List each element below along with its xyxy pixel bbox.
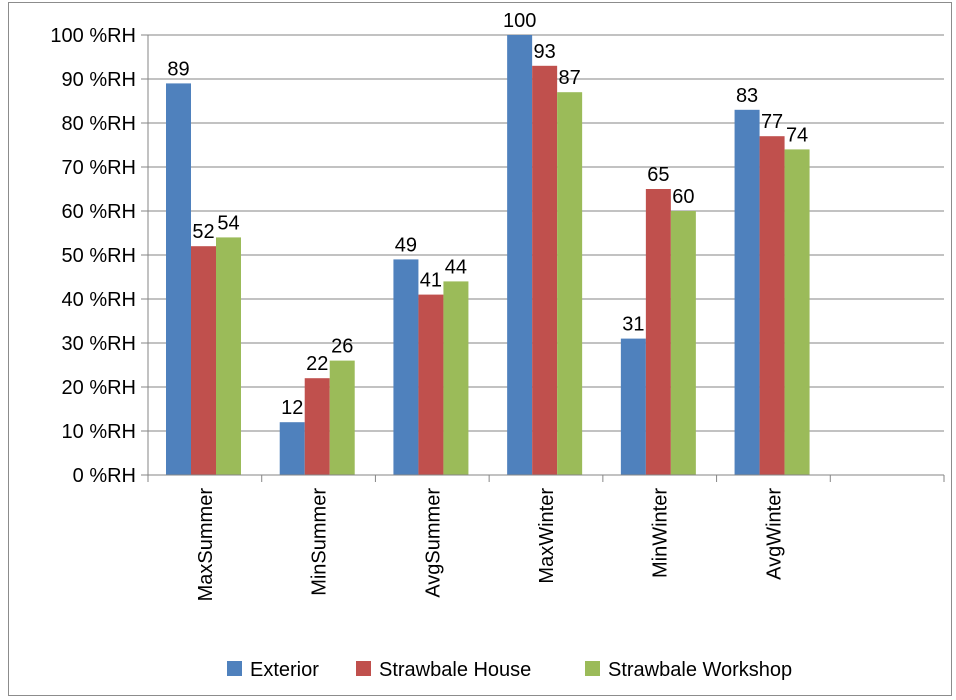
bars bbox=[166, 35, 810, 476]
legend-swatch bbox=[585, 661, 600, 676]
legend-swatch bbox=[356, 661, 371, 676]
x-tick-label: MaxSummer bbox=[195, 488, 217, 602]
data-label: 93 bbox=[534, 41, 556, 63]
data-label: 89 bbox=[167, 58, 189, 80]
data-label: 100 bbox=[503, 10, 536, 32]
data-label: 12 bbox=[281, 397, 303, 419]
data-label: 83 bbox=[736, 85, 758, 107]
bar-strawbale-workshop bbox=[329, 360, 355, 475]
bar-exterior bbox=[507, 35, 533, 475]
y-tick-label: 80 %RH bbox=[62, 113, 136, 135]
legend-label: Strawbale House bbox=[379, 659, 531, 681]
x-tick-label: MinWinter bbox=[650, 488, 672, 578]
data-label: 22 bbox=[306, 353, 328, 375]
y-tick-label: 30 %RH bbox=[62, 333, 136, 355]
data-label: 49 bbox=[395, 234, 417, 256]
data-label: 60 bbox=[672, 186, 694, 208]
bar-strawbale-workshop bbox=[784, 149, 810, 475]
data-label: 87 bbox=[559, 67, 581, 89]
data-label: 54 bbox=[217, 212, 239, 234]
bar-strawbale-house bbox=[759, 136, 785, 475]
data-label: 26 bbox=[331, 336, 353, 358]
bar-strawbale-house bbox=[532, 65, 558, 476]
data-labels: 89 12 49 100 31 83 52 22 41 93 65 77 54 26 44 87 60 74 bbox=[167, 10, 808, 419]
legend-swatch bbox=[227, 661, 242, 676]
bar-exterior bbox=[279, 422, 305, 475]
bar-strawbale-workshop bbox=[443, 281, 469, 475]
y-tick-label: 70 %RH bbox=[62, 157, 136, 179]
bar-strawbale-house bbox=[645, 189, 671, 475]
y-tick-label: 90 %RH bbox=[62, 69, 136, 91]
data-label: 44 bbox=[445, 256, 467, 278]
data-label: 77 bbox=[761, 111, 783, 133]
y-tick-label: 60 %RH bbox=[62, 201, 136, 223]
bar-strawbale-workshop bbox=[216, 237, 241, 475]
bar-exterior bbox=[620, 338, 646, 475]
x-tick-label: MinSummer bbox=[309, 488, 331, 596]
legend-label: Exterior bbox=[250, 659, 319, 681]
bar-strawbale-house bbox=[418, 294, 444, 475]
data-label: 65 bbox=[647, 164, 669, 186]
x-tick-label: AvgWinter bbox=[763, 488, 785, 580]
y-tick-label: 20 %RH bbox=[62, 377, 136, 399]
bar-exterior bbox=[734, 109, 760, 476]
data-label: 41 bbox=[420, 270, 442, 292]
bar-exterior bbox=[393, 259, 419, 475]
y-tick-label: 10 %RH bbox=[62, 421, 136, 443]
data-label: 52 bbox=[192, 221, 214, 243]
x-tick-label: AvgSummer bbox=[422, 488, 444, 598]
bar-strawbale-workshop bbox=[670, 211, 696, 475]
axes: 0 %RH 10 %RH 20 %RH 30 %RH 40 %RH 50 %RH 60 %R… bbox=[50, 25, 945, 602]
bar-strawbale-workshop bbox=[557, 92, 583, 475]
y-tick-label: 100 %RH bbox=[50, 25, 136, 47]
data-label: 74 bbox=[786, 124, 808, 146]
y-tick-label: 50 %RH bbox=[62, 245, 136, 267]
bar-exterior bbox=[166, 83, 191, 476]
legend: Exterior Strawbale House Strawbale Worksho… bbox=[227, 659, 792, 681]
y-tick-label: 40 %RH bbox=[62, 289, 136, 311]
bar-strawbale-house bbox=[191, 246, 216, 475]
x-tick-label: MaxWinter bbox=[536, 488, 558, 584]
y-tick-label: 0 %RH bbox=[73, 465, 136, 487]
data-label: 31 bbox=[622, 314, 644, 336]
legend-label: Strawbale Workshop bbox=[608, 659, 792, 681]
bar-strawbale-house bbox=[304, 378, 330, 475]
